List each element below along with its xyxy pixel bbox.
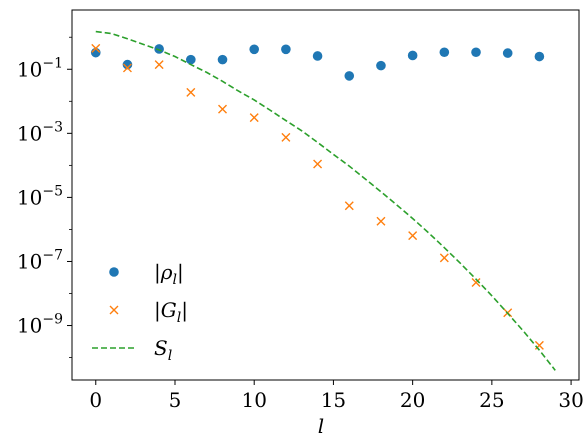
data-point-rho xyxy=(534,51,545,62)
x-tick-label: 0 xyxy=(89,388,102,412)
data-point-rho xyxy=(217,54,228,65)
x-tick-label: 25 xyxy=(479,388,504,412)
data-point-g xyxy=(313,159,323,169)
data-point-g xyxy=(218,104,228,114)
legend: |ρl| |Gl| Sl xyxy=(92,260,188,364)
y-tick-label: 10−7 xyxy=(17,247,63,273)
axes-frame xyxy=(71,9,580,381)
data-point-g xyxy=(534,340,544,350)
x-axis-title: l xyxy=(318,414,324,438)
x-tick-label: 15 xyxy=(321,388,346,412)
x-tick-label: 30 xyxy=(558,388,583,412)
series-line-s-l xyxy=(95,30,556,371)
data-point-rho xyxy=(407,50,418,61)
x-tick-label: 20 xyxy=(400,388,425,412)
legend-label: |ρl| xyxy=(154,260,184,288)
data-point-g xyxy=(471,278,481,288)
data-point-rho xyxy=(249,44,260,55)
plot-area xyxy=(90,30,556,371)
y-tick-label: 10−9 xyxy=(17,312,63,338)
data-point-rho xyxy=(502,48,513,58)
data-point-g xyxy=(376,216,386,226)
data-point-rho xyxy=(122,59,133,70)
legend-label: |Gl| xyxy=(154,298,188,326)
data-point-g xyxy=(91,43,101,53)
data-point-rho xyxy=(312,51,323,61)
y-axis: 10−1 10−3 10−5 10−7 10−9 xyxy=(17,36,72,358)
data-point-rho xyxy=(281,44,291,55)
x-tick-label: 10 xyxy=(241,388,266,412)
data-point-rho xyxy=(376,60,386,71)
data-point-rho xyxy=(344,71,355,81)
data-point-g xyxy=(154,60,164,70)
legend-marker-g xyxy=(109,305,119,315)
data-point-g xyxy=(344,201,354,211)
data-point-rho xyxy=(439,47,450,58)
data-point-rho xyxy=(471,47,481,58)
data-point-rho xyxy=(186,54,196,65)
data-point-g xyxy=(249,113,259,123)
legend-marker-rho xyxy=(109,267,119,277)
y-tick-label: 10−1 xyxy=(17,55,63,81)
y-tick-label: 10−5 xyxy=(17,183,63,209)
x-tick-label: 5 xyxy=(169,388,182,412)
data-point-g xyxy=(186,87,196,97)
data-point-rho xyxy=(154,44,164,54)
y-tick-label: 10−3 xyxy=(17,119,63,145)
data-point-g xyxy=(439,253,449,263)
data-point-g xyxy=(281,132,291,142)
data-point-g xyxy=(408,231,418,241)
x-axis: 0 5 10 15 20 25 30 xyxy=(89,380,584,412)
legend-label: Sl xyxy=(154,336,172,364)
data-point-g xyxy=(122,63,132,73)
